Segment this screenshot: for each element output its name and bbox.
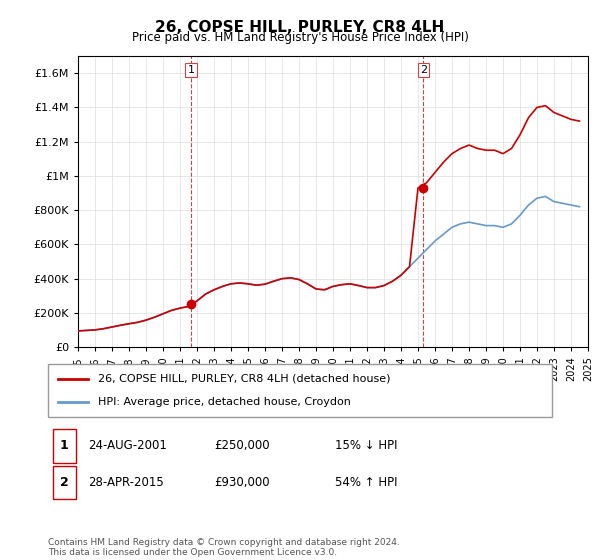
Text: 54% ↑ HPI: 54% ↑ HPI [335, 477, 398, 489]
Text: 28-APR-2015: 28-APR-2015 [88, 477, 164, 489]
Text: 2: 2 [420, 65, 427, 74]
Text: 1: 1 [60, 440, 68, 452]
Text: 26, COPSE HILL, PURLEY, CR8 4LH (detached house): 26, COPSE HILL, PURLEY, CR8 4LH (detache… [98, 374, 391, 384]
Text: HPI: Average price, detached house, Croydon: HPI: Average price, detached house, Croy… [98, 397, 351, 407]
Text: 24-AUG-2001: 24-AUG-2001 [88, 440, 167, 452]
Text: Price paid vs. HM Land Registry's House Price Index (HPI): Price paid vs. HM Land Registry's House … [131, 31, 469, 44]
Text: 26, COPSE HILL, PURLEY, CR8 4LH: 26, COPSE HILL, PURLEY, CR8 4LH [155, 20, 445, 35]
Text: £930,000: £930,000 [214, 477, 270, 489]
Text: 1: 1 [188, 65, 194, 74]
FancyBboxPatch shape [53, 466, 76, 500]
Text: Contains HM Land Registry data © Crown copyright and database right 2024.
This d: Contains HM Land Registry data © Crown c… [48, 538, 400, 557]
Text: 2: 2 [60, 477, 68, 489]
Text: £250,000: £250,000 [214, 440, 270, 452]
Text: 15% ↓ HPI: 15% ↓ HPI [335, 440, 398, 452]
FancyBboxPatch shape [53, 430, 76, 463]
FancyBboxPatch shape [48, 364, 552, 417]
